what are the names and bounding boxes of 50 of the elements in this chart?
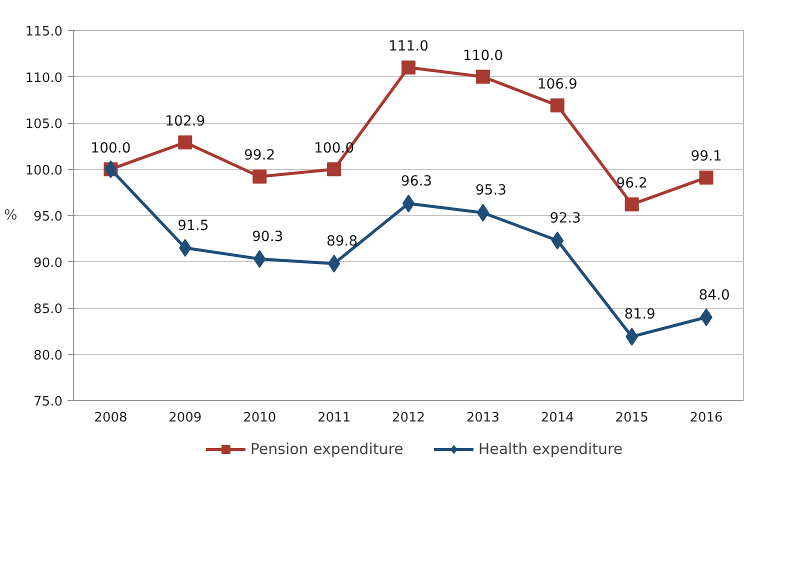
data-label: 111.0: [388, 38, 429, 54]
data-label: 90.3: [252, 228, 284, 245]
x-tick-label: 2015: [615, 410, 648, 426]
y-tick-label: 100.0: [25, 163, 62, 178]
data-label: 99.1: [690, 148, 722, 165]
data-label: 91.5: [178, 218, 209, 234]
data-label: 96.3: [400, 173, 432, 190]
y-tick-label: 75.0: [34, 394, 63, 410]
y-tick-label: 80.0: [34, 348, 63, 364]
x-tick-label: 2016: [690, 410, 723, 426]
data-label: 99.2: [244, 148, 276, 164]
x-tick-label: 2012: [392, 410, 426, 426]
x-tick-label: 2009: [168, 410, 202, 426]
data-label: 96.2: [616, 175, 648, 192]
y-tick-label: 90.0: [34, 256, 63, 271]
data-label: 95.3: [475, 182, 507, 199]
data-label: 92.3: [550, 210, 581, 226]
point: [402, 60, 416, 74]
legend-label: Pension expenditure: [250, 440, 404, 458]
point: [551, 231, 564, 250]
data-label: 81.9: [624, 306, 656, 323]
point: [252, 170, 267, 184]
point: [327, 162, 342, 176]
point: [476, 204, 490, 222]
x-tick-label: 2010: [243, 410, 276, 426]
y-axis-title: %: [4, 208, 18, 224]
data-label: 102.9: [165, 113, 206, 130]
point: [476, 70, 490, 84]
x-tick-label: 2013: [466, 410, 500, 426]
data-label: 110.0: [462, 48, 503, 64]
x-tick-label: 2008: [94, 410, 128, 426]
x-tick-label: 2011: [318, 410, 351, 426]
y-tick-label: 85.0: [34, 302, 63, 317]
data-label: 84.0: [698, 287, 730, 304]
y-tick-label: 110.0: [25, 70, 62, 86]
point: [178, 135, 192, 150]
x-tick-label: 2014: [540, 410, 574, 426]
data-label: 100.0: [90, 140, 131, 156]
point: [624, 197, 639, 212]
legend-label: Health expenditure: [478, 440, 623, 458]
y-tick-label: 95.0: [34, 210, 63, 224]
point: [253, 250, 266, 268]
data-label: 106.9: [537, 76, 578, 92]
point: [402, 194, 415, 212]
y-tick-label: 115.0: [25, 24, 62, 40]
point: [328, 254, 340, 273]
point: [550, 98, 564, 112]
y-tick-label: 105.0: [25, 117, 62, 132]
point: [699, 170, 714, 185]
data-label: 89.8: [326, 234, 358, 250]
